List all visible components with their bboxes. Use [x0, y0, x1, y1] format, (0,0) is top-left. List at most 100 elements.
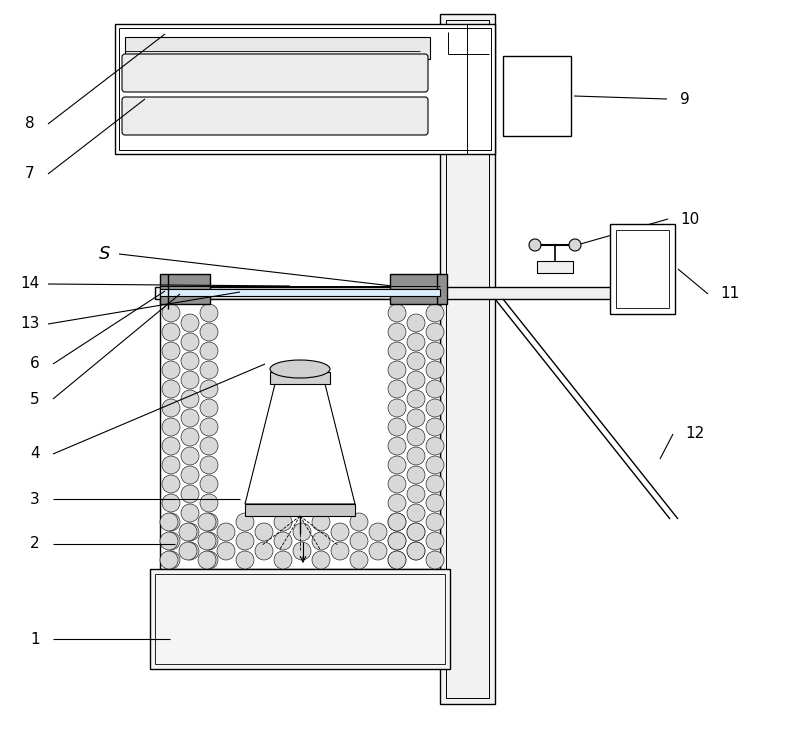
Circle shape: [388, 380, 406, 398]
Circle shape: [162, 456, 180, 474]
Circle shape: [200, 361, 218, 379]
Text: 5: 5: [30, 391, 40, 406]
Circle shape: [200, 513, 218, 531]
Text: 3: 3: [30, 492, 40, 507]
Circle shape: [236, 551, 254, 569]
Circle shape: [162, 513, 180, 531]
Circle shape: [350, 513, 368, 531]
Circle shape: [160, 513, 178, 531]
Bar: [245, 504, 355, 516]
Circle shape: [407, 523, 425, 541]
FancyBboxPatch shape: [122, 54, 428, 92]
Circle shape: [198, 551, 216, 569]
Bar: [160, 274, 210, 304]
Circle shape: [181, 371, 199, 389]
Circle shape: [407, 409, 425, 427]
Circle shape: [200, 342, 218, 360]
Circle shape: [350, 551, 368, 569]
Bar: [610, 224, 675, 314]
Circle shape: [181, 428, 199, 446]
Bar: [115, 24, 495, 154]
Circle shape: [198, 532, 216, 550]
Text: 12: 12: [686, 427, 705, 442]
Circle shape: [181, 352, 199, 370]
Circle shape: [181, 523, 199, 541]
Text: 11: 11: [720, 287, 740, 302]
Circle shape: [181, 314, 199, 332]
Circle shape: [200, 456, 218, 474]
Circle shape: [426, 456, 444, 474]
Circle shape: [181, 542, 199, 560]
Circle shape: [407, 371, 425, 389]
Text: 10: 10: [680, 212, 700, 226]
Circle shape: [160, 532, 178, 550]
Circle shape: [426, 494, 444, 512]
Bar: [155, 287, 665, 299]
Circle shape: [388, 361, 406, 379]
Circle shape: [274, 532, 292, 550]
Circle shape: [388, 456, 406, 474]
Circle shape: [388, 494, 406, 512]
Circle shape: [200, 551, 218, 569]
Circle shape: [160, 551, 178, 569]
Circle shape: [426, 342, 444, 360]
Circle shape: [217, 542, 235, 560]
Circle shape: [200, 494, 218, 512]
Circle shape: [200, 532, 218, 550]
Circle shape: [200, 475, 218, 493]
Text: 2: 2: [30, 537, 40, 551]
Circle shape: [162, 551, 180, 569]
Text: 14: 14: [20, 277, 40, 292]
Circle shape: [426, 323, 444, 341]
Circle shape: [236, 532, 254, 550]
Circle shape: [162, 494, 180, 512]
Circle shape: [331, 542, 349, 560]
Circle shape: [255, 542, 273, 560]
Text: 8: 8: [25, 117, 35, 131]
Circle shape: [407, 542, 425, 560]
Ellipse shape: [270, 360, 330, 378]
Circle shape: [388, 532, 406, 550]
Circle shape: [200, 380, 218, 398]
Bar: [160, 299, 440, 569]
Circle shape: [426, 304, 444, 322]
Circle shape: [569, 239, 581, 251]
Circle shape: [426, 437, 444, 455]
Circle shape: [407, 428, 425, 446]
Circle shape: [198, 513, 216, 531]
Circle shape: [181, 409, 199, 427]
Circle shape: [388, 342, 406, 360]
Circle shape: [181, 447, 199, 465]
Circle shape: [162, 437, 180, 455]
Circle shape: [179, 523, 197, 541]
Circle shape: [426, 399, 444, 417]
Circle shape: [331, 523, 349, 541]
Circle shape: [407, 314, 425, 332]
FancyBboxPatch shape: [122, 97, 428, 135]
Circle shape: [388, 418, 406, 436]
Circle shape: [274, 513, 292, 531]
Circle shape: [200, 304, 218, 322]
Bar: [616, 230, 669, 308]
Bar: [155, 574, 445, 664]
Bar: [160, 289, 440, 296]
Bar: [446, 20, 489, 698]
Circle shape: [181, 485, 199, 503]
Circle shape: [426, 418, 444, 436]
Circle shape: [162, 361, 180, 379]
Bar: [503, 56, 571, 136]
Circle shape: [407, 485, 425, 503]
Circle shape: [350, 532, 368, 550]
Circle shape: [529, 239, 541, 251]
Text: 7: 7: [25, 167, 35, 182]
Circle shape: [162, 532, 180, 550]
Polygon shape: [245, 384, 355, 504]
Circle shape: [407, 390, 425, 408]
Bar: [270, 372, 330, 384]
Circle shape: [162, 475, 180, 493]
Circle shape: [426, 513, 444, 531]
Circle shape: [200, 323, 218, 341]
Circle shape: [255, 523, 273, 541]
Circle shape: [426, 380, 444, 398]
Bar: [390, 274, 440, 304]
